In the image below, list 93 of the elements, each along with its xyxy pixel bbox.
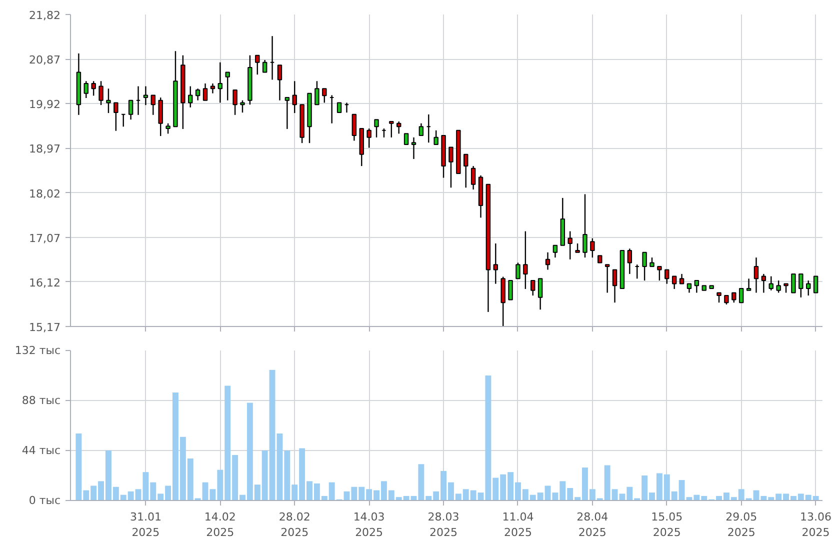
- candlestick: [508, 280, 513, 300]
- candlestick: [106, 88, 111, 114]
- candlestick: [210, 82, 216, 94]
- candlestick: [262, 59, 268, 73]
- candlestick: [694, 280, 700, 294]
- candlestick: [158, 96, 163, 137]
- candlestick: [114, 102, 118, 132]
- candlestick: [366, 128, 372, 148]
- candlestick: [255, 54, 260, 76]
- y-tick-label: 20,87: [29, 54, 61, 67]
- x-tick-label: 14.03 2025: [353, 510, 385, 540]
- candlestick: [813, 276, 818, 294]
- candlestick: [516, 262, 520, 280]
- candlestick: [523, 230, 528, 290]
- x-tick-label: 28.02 2025: [278, 510, 310, 540]
- candlestick: [434, 130, 438, 146]
- y-tick-label: 16,12: [29, 276, 61, 290]
- candlestick: [448, 146, 454, 188]
- candlestick: [806, 280, 811, 296]
- y-tick-label: 21,82: [29, 9, 61, 22]
- candlestick: [404, 133, 409, 145]
- candlestick: [657, 266, 662, 282]
- candlestick: [604, 264, 610, 294]
- y-tick-label: 88 тыс: [22, 394, 61, 407]
- candlestick: [463, 154, 468, 188]
- candlestick: [150, 94, 156, 116]
- candlestick: [530, 280, 536, 296]
- candlestick: [776, 280, 781, 294]
- y-tick-label: 18,02: [29, 187, 61, 200]
- candlestick: [500, 276, 506, 326]
- candlestick: [374, 118, 379, 138]
- candlestick: [218, 62, 223, 104]
- candlestick: [240, 100, 245, 114]
- candlestick: [761, 273, 766, 294]
- candlestick: [627, 248, 632, 275]
- candlestick: [590, 238, 595, 258]
- candlestick: [568, 230, 572, 260]
- candlestick: [798, 273, 804, 298]
- candlestick: [732, 292, 736, 304]
- candlestick: [336, 102, 342, 114]
- y-tick-label: 17,07: [29, 232, 61, 245]
- candlestick: [582, 194, 588, 258]
- candlestick: [202, 82, 208, 101]
- candlestick: [754, 256, 759, 294]
- candlestick: [768, 276, 774, 291]
- candlestick: [538, 278, 543, 310]
- x-tick-label: 29.05 2025: [726, 510, 758, 540]
- y-tick-label: 15,17: [29, 321, 61, 334]
- candlestick: [418, 122, 424, 136]
- candlestick: [679, 273, 684, 284]
- candlestick: [664, 269, 670, 284]
- candlestick: [292, 80, 297, 114]
- candlestick: [166, 122, 170, 134]
- candlestick: [411, 136, 416, 160]
- candlestick: [195, 88, 200, 101]
- candlestick: [738, 288, 744, 304]
- y-tick-label: 132 тыс: [14, 344, 61, 357]
- candlestick: [188, 86, 193, 108]
- candlestick: [552, 244, 558, 258]
- candlestick: [672, 276, 677, 290]
- x-tick-label: 28.04 2025: [576, 510, 608, 540]
- y-tick-label: 44 тыс: [22, 444, 61, 457]
- y-tick-label: 19,92: [29, 98, 61, 112]
- candlestick: [98, 80, 104, 106]
- candlestick: [493, 242, 498, 284]
- candlestick: [277, 64, 282, 101]
- x-tick-label: 11.04 2025: [502, 510, 534, 540]
- candlestick: [91, 80, 96, 96]
- x-tick-label: 13.06 2025: [800, 510, 832, 540]
- candlestick: [642, 252, 647, 282]
- candlestick: [389, 120, 394, 138]
- candlestick: [791, 273, 796, 294]
- x-tick-label: 28.03 2025: [428, 510, 460, 540]
- candlestick: [128, 100, 134, 120]
- candlestick: [314, 80, 320, 106]
- candlestick: [143, 86, 148, 106]
- x-tick-label: 15.05 2025: [651, 510, 683, 540]
- candlestick: [470, 165, 476, 190]
- x-tick-label: 31.01 2025: [130, 510, 162, 540]
- candlestick: [612, 269, 618, 304]
- candlestick: [352, 114, 357, 142]
- candlestick: [232, 89, 238, 116]
- y-tick-label: 0 тыс: [28, 494, 61, 507]
- y-tick-label: 18,97: [29, 142, 61, 156]
- x-tick-label: 14.02 2025: [204, 510, 236, 540]
- candlestick: [84, 80, 88, 99]
- candlestick: [284, 96, 290, 130]
- candlestick: [545, 252, 550, 270]
- candlestick: [746, 278, 752, 291]
- candlestick: [396, 120, 402, 134]
- candlestick: [322, 88, 327, 104]
- candlestick: [225, 72, 230, 101]
- candlestick: [716, 292, 722, 304]
